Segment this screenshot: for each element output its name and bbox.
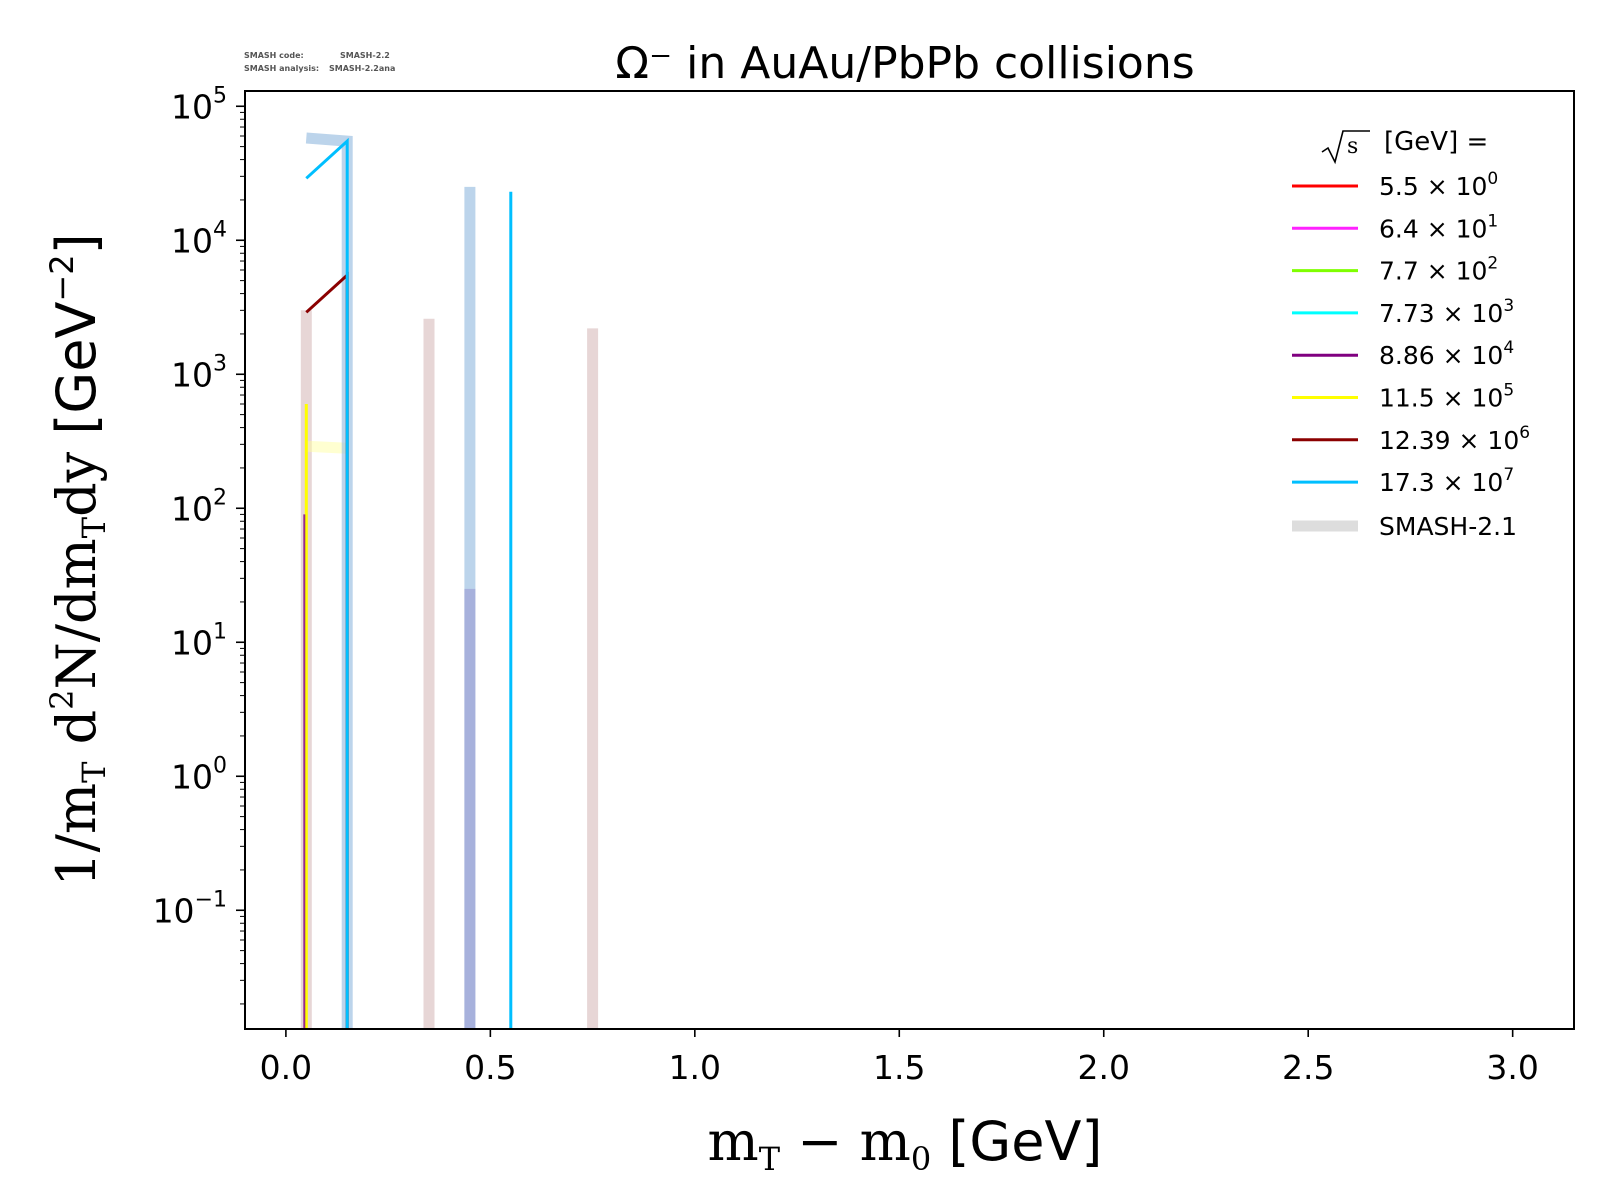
x-axis-ticks: 0.0 0.5 1.0 1.5 2.0 2.5 3.0 — [260, 1029, 1539, 1087]
x-tick-label: 1.5 — [873, 1048, 925, 1087]
y-tick-label: 104 — [171, 217, 227, 260]
watermark-code-value: SMASH-2.2 — [340, 51, 390, 60]
x-tick-label: 0.0 — [260, 1048, 312, 1087]
legend-header-s: s — [1347, 134, 1358, 159]
legend-label: 5.5 × 100 — [1379, 169, 1498, 201]
x-tick-label: 2.5 — [1282, 1048, 1334, 1087]
watermark: SMASH code: SMASH-2.2 SMASH analysis: SM… — [244, 51, 395, 73]
legend-label: 6.4 × 101 — [1379, 211, 1498, 243]
legend-label: 11.5 × 105 — [1379, 381, 1514, 413]
x-axis-label: mT − m0 [GeV] — [707, 1110, 1102, 1178]
sqrt-icon — [1321, 130, 1370, 165]
x-tick-label: 0.5 — [464, 1048, 516, 1087]
data-series-layer — [303, 137, 513, 1029]
legend-ref-label: SMASH-2.1 — [1379, 512, 1517, 541]
legend-header: s [GeV] = — [1321, 127, 1488, 165]
reference-line-3 — [306, 440, 348, 454]
y-tick-label: 100 — [171, 753, 227, 796]
y-tick-label: 10−1 — [153, 887, 227, 930]
plot-frame — [244, 90, 1575, 1030]
legend-label: 7.73 × 103 — [1379, 296, 1514, 328]
legend-entries: 5.5 × 100 6.4 × 101 7.7 × 102 7.73 × 103 8.8… — [1292, 169, 1530, 497]
watermark-analysis-value: SMASH-2.2ana — [329, 64, 395, 73]
y-axis-label: 1/mT d2N/dmTdy [GeV−2] — [43, 233, 113, 886]
y-tick-label: 105 — [171, 83, 227, 126]
series-line-3 — [305, 137, 349, 1029]
legend-label: 7.7 × 102 — [1379, 254, 1498, 286]
legend: s [GeV] = 5.5 × 100 6.4 × 101 7.7 × 102 7.7… — [1292, 127, 1530, 541]
y-axis-ticks: 10−1 100 101 102 103 104 105 — [153, 83, 245, 1005]
y-tick-label: 103 — [171, 351, 227, 394]
x-tick-label: 3.0 — [1486, 1048, 1538, 1087]
watermark-analysis-label: SMASH analysis: — [244, 64, 319, 73]
y-tick-label: 101 — [171, 619, 227, 662]
y-tick-label: 102 — [171, 485, 227, 528]
legend-header-unit: [GeV] = — [1384, 127, 1488, 157]
legend-label: 17.3 × 107 — [1379, 465, 1514, 497]
chart-title: Ω⁻ in AuAu/PbPb collisions — [615, 38, 1194, 89]
watermark-code-label: SMASH code: — [244, 51, 304, 60]
legend-label: 8.86 × 104 — [1379, 338, 1514, 370]
x-tick-label: 2.0 — [1077, 1048, 1129, 1087]
x-tick-label: 1.0 — [669, 1048, 721, 1087]
legend-label: 12.39 × 106 — [1379, 423, 1530, 455]
